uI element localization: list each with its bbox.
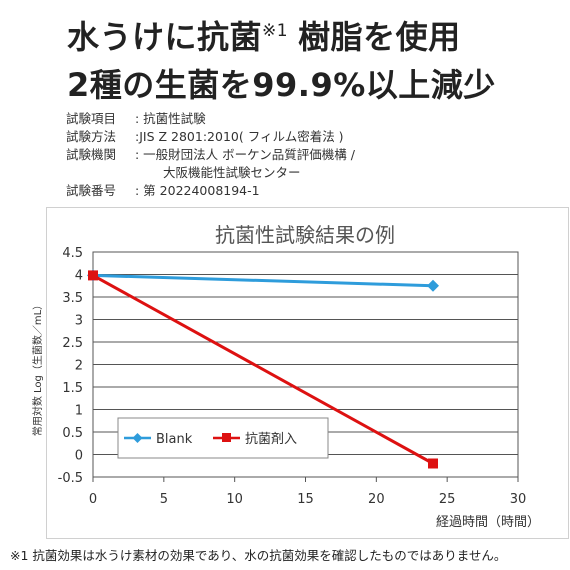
y-tick-label: 4.5	[62, 246, 83, 261]
y-tick-label: 0	[75, 449, 83, 464]
y-tick-label: 1.5	[62, 381, 83, 396]
series-antibacterial-point	[88, 270, 98, 281]
y-tick-label: 1	[75, 404, 83, 419]
x-tick-label: 15	[297, 492, 314, 507]
legend-blank-label: Blank	[156, 432, 193, 447]
y-tick-label: 2	[75, 359, 83, 374]
plot-area-border	[92, 251, 519, 478]
legend-blank-diamond-marker	[132, 433, 143, 443]
series	[87, 269, 439, 469]
headline-line-2: 2種の生菌を99.9%以上減少	[67, 66, 496, 104]
legend-antibacterial-square-marker	[222, 433, 231, 442]
axes: -0.5 0 0.5 1 1.5 2 2.5 3 3.5 4 4.5 0 5 10 15 20 25 30	[58, 246, 527, 507]
headline-line-1: 水うけに抗菌※1 樹脂を使用	[67, 12, 461, 58]
series-antibacterial-line	[92, 274, 434, 465]
test-info-key: 試験番号	[66, 183, 117, 198]
series-antibacterial-point	[428, 458, 438, 469]
x-tick-label: 20	[368, 492, 385, 507]
series-blank-point	[427, 279, 439, 292]
test-info-row: 試験番号 : 第 20224008194-1	[66, 182, 355, 200]
x-tick-label: 5	[160, 492, 168, 507]
y-tick-label: 3.5	[62, 291, 83, 306]
y-tick-label: -0.5	[58, 471, 83, 486]
test-info-value: :JIS Z 2801:2010( フィルム密着法 )	[135, 129, 344, 144]
x-tick-label: 30	[510, 492, 527, 507]
headline-part-2: 樹脂を使用	[298, 18, 461, 56]
test-info-row: 試験項目 : 抗菌性試験	[66, 110, 355, 128]
test-info-key: 試験方法	[66, 129, 117, 144]
test-info-value: : 抗菌性試験	[135, 111, 206, 126]
footnote-mark: ※1	[262, 21, 289, 41]
legend: Blank 抗菌剤入	[117, 417, 329, 459]
test-info-key: 試験機関	[66, 147, 117, 162]
y-tick-label: 2.5	[62, 336, 83, 351]
test-info: 試験項目 : 抗菌性試験 試験方法 :JIS Z 2801:2010( フィルム密着…	[66, 110, 355, 200]
y-axis-label: 常用対数 Log（生菌数／mL）	[31, 300, 44, 436]
headline-part-1: 水うけに抗菌	[67, 18, 263, 56]
y-tick-label: 4	[75, 269, 83, 284]
test-info-row: 試験方法 :JIS Z 2801:2010( フィルム密着法 )	[66, 128, 355, 146]
test-info-value: : 一般財団法人 ボーケン品質評価機構 /	[135, 147, 355, 162]
chart-title: 抗菌性試験結果の例	[215, 223, 395, 247]
x-tick-label: 10	[226, 492, 243, 507]
test-info-continuation: 大阪機能性試験センター	[163, 165, 301, 180]
y-tick-label: 0.5	[62, 426, 83, 441]
series-blank-line	[92, 273, 434, 288]
x-axis-label: 経過時間（時間）	[436, 515, 540, 530]
test-info-key: 試験項目	[66, 111, 117, 126]
x-tick-label: 0	[89, 492, 97, 507]
test-info-row: 試験機関 : 一般財団法人 ボーケン品質評価機構 /	[66, 146, 355, 164]
legend-antibacterial-label: 抗菌剤入	[245, 431, 297, 447]
footnote: ※1 抗菌効果は水うけ素材の効果であり、水の抗菌効果を確認したものではありません…	[10, 548, 507, 563]
x-tick-label: 25	[439, 492, 456, 507]
y-tick-label: 3	[75, 314, 83, 329]
test-info-value: : 第 20224008194-1	[135, 183, 260, 198]
chart-panel	[46, 207, 569, 539]
